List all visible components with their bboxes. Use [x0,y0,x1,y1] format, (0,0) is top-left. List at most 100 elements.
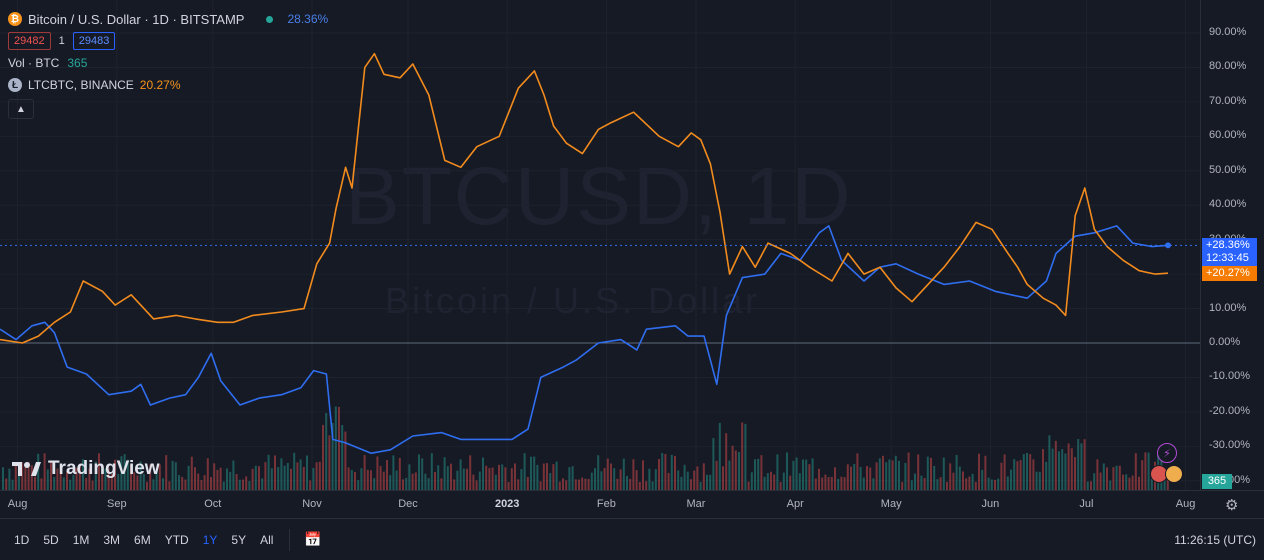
volume-bar [680,476,683,490]
volume-bar [1006,476,1009,490]
volume-bar [59,465,62,490]
ask-price[interactable]: 29483 [72,32,116,50]
volume-bar [1112,467,1115,490]
volume-bar [203,475,206,490]
volume-bar [443,457,446,490]
volume-bar [581,477,584,490]
tradingview-logo[interactable]: TradingView [12,458,160,480]
volume-bar [200,480,203,490]
volume-bar [715,460,718,490]
volume-bar [1102,463,1105,490]
volume-bar [1016,461,1019,490]
volume-bar [702,463,705,490]
utc-clock[interactable]: 11:26:15 (UTC) [1174,532,1256,547]
volume-bar [606,458,609,490]
name-watermark: Bitcoin / U.S. Dollar [385,280,761,321]
x-tick-label: Jul [1079,498,1094,510]
chart-area[interactable]: BTCUSD, 1D Bitcoin / U.S. Dollar ₿ Bitco… [0,0,1200,490]
volume-bar [645,481,648,490]
volume-bar [690,479,692,490]
volume-bar [590,472,593,490]
y-tick-label: 0.00% [1209,336,1241,348]
volume-bar [962,471,964,490]
price-scale[interactable]: 90.00%80.00%70.00%60.00%50.00%40.00%30.0… [1200,0,1264,490]
compare-label: LTCBTC, BINANCE [28,78,134,92]
volume-bar [280,458,283,490]
volume-bar [898,460,900,490]
compare-row[interactable]: Ł LTCBTC, BINANCE 20.27% [8,74,328,96]
symbol-title[interactable]: Bitcoin / U.S. Dollar · 1D · BITSTAMP [28,11,245,27]
y-tick-label: -20.00% [1209,404,1250,417]
volume-bar [616,478,619,490]
event-flag-icon[interactable] [1165,465,1183,483]
bottom-toolbar: 1D 5D 1M 3M 6M YTD 1Y 5Y All 📅 11:26:15 (UTC) [0,518,1264,560]
symbol-row[interactable]: ₿ Bitcoin / U.S. Dollar · 1D · BITSTAMP … [8,8,328,30]
volume-bar [242,479,244,490]
volume-bar [536,464,539,490]
volume-bar [392,455,395,490]
volume-bar [270,468,273,490]
volume-bar [331,422,334,490]
range-button-1d[interactable]: 1D [14,532,30,547]
volume-bar [824,474,827,490]
range-button-ytd[interactable]: YTD [164,532,189,547]
range-button-5y[interactable]: 5Y [231,532,247,547]
volume-bar [834,467,836,490]
range-button-5d[interactable]: 5D [43,532,59,547]
volume-bar [526,476,529,490]
volume-bar [706,474,708,490]
x-tick-label: Jun [981,498,1000,510]
volume-bar [434,471,436,490]
volume-bar [587,478,590,490]
volume-bar [1061,449,1064,490]
volume-bar [558,481,561,490]
volume-bar [366,469,369,490]
time-scale[interactable]: ⚙ Aug Sep Oct Nov Dec 2023 Feb Mar Apr May Jun Jul A… [0,490,1264,519]
bid-price[interactable]: 29482 [8,32,51,50]
btc-last-point [1165,242,1171,249]
volume-badge: 365 [1202,474,1232,489]
range-button-all[interactable]: All [260,532,274,547]
volume-bar [965,478,968,490]
volume-bar [885,462,888,490]
event-icons[interactable] [1150,465,1183,483]
y-tick-label: 40.00% [1209,198,1247,211]
range-button-3m[interactable]: 3M [103,532,121,547]
volume-bar [216,469,219,490]
volume-bar [206,458,209,490]
volume-bar [827,477,830,490]
volume-bar [683,464,686,490]
range-button-1y[interactable]: 1Y [202,532,218,547]
volume-label: Vol · BTC [8,56,60,70]
volume-bar [318,461,321,490]
lightning-icon[interactable]: ⚡ [1157,443,1177,463]
range-button-6m[interactable]: 6M [134,532,151,547]
calendar-icon[interactable]: 📅 [304,531,322,547]
gear-icon[interactable]: ⚙ [1225,497,1239,514]
volume-bar [248,481,251,490]
volume-bar [174,462,177,490]
volume-bar [530,456,532,490]
volume-bar [760,455,763,490]
collapse-legend-button[interactable]: ▲ [8,99,34,119]
volume-bar [411,473,414,490]
volume-bar [613,468,616,490]
volume-bar [293,452,296,490]
y-tick-label: 60.00% [1209,129,1247,142]
volume-bar [674,455,676,490]
volume-bar [395,470,398,490]
volume-bar [565,480,568,490]
volume-bar [405,477,408,490]
volume-row[interactable]: Vol · BTC 365 [8,52,328,74]
volume-bar [424,473,427,490]
range-button-1m[interactable]: 1M [72,532,90,547]
ltc-pct-badge: +20.27% [1202,266,1257,282]
x-tick-label: Feb [596,498,616,510]
volume-value: 365 [67,56,88,70]
volume-bar [66,471,68,490]
volume-bar [261,478,264,490]
volume-bar [1125,474,1128,490]
price-chart[interactable] [0,0,1200,490]
volume-bar [891,460,894,490]
volume-bar [158,464,161,490]
